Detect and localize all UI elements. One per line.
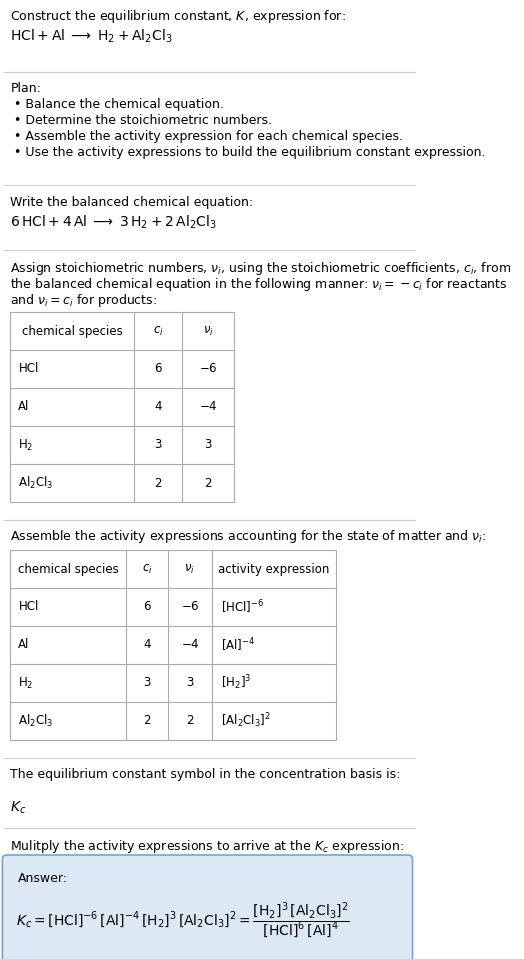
Text: $6\,\mathrm{HCl} + 4\,\mathrm{Al} \;\longrightarrow\; 3\,\mathrm{H_2} + 2\,\math: $6\,\mathrm{HCl} + 4\,\mathrm{Al} \;\lon… — [10, 214, 217, 231]
Bar — [10, 550, 336, 740]
Text: $\nu_i$: $\nu_i$ — [184, 562, 195, 575]
Text: $\nu_i$: $\nu_i$ — [203, 324, 214, 338]
Text: $\mathrm{H_2}$: $\mathrm{H_2}$ — [18, 675, 34, 690]
Text: $c_i$: $c_i$ — [153, 324, 163, 338]
Text: 2: 2 — [155, 477, 162, 489]
Text: $K_c$: $K_c$ — [10, 800, 27, 816]
Text: 3: 3 — [144, 676, 151, 690]
Text: $-6$: $-6$ — [199, 363, 217, 376]
Text: $\mathrm{Al_2Cl_3}$: $\mathrm{Al_2Cl_3}$ — [18, 475, 53, 491]
Text: 6: 6 — [144, 600, 151, 614]
Text: the balanced chemical equation in the following manner: $\nu_i = -c_i$ for react: the balanced chemical equation in the fo… — [10, 276, 508, 293]
Text: • Balance the chemical equation.: • Balance the chemical equation. — [14, 98, 224, 111]
Text: Answer:: Answer: — [18, 872, 69, 885]
Text: Construct the equilibrium constant, $K$, expression for:: Construct the equilibrium constant, $K$,… — [10, 8, 346, 25]
Text: and $\nu_i = c_i$ for products:: and $\nu_i = c_i$ for products: — [10, 292, 157, 309]
Text: 2: 2 — [204, 477, 212, 489]
Text: activity expression: activity expression — [218, 563, 330, 575]
Text: HCl: HCl — [18, 363, 39, 376]
Text: $[\mathrm{Al_2Cl_3}]^2$: $[\mathrm{Al_2Cl_3}]^2$ — [222, 712, 271, 731]
Text: 2: 2 — [186, 714, 194, 728]
Text: 2: 2 — [144, 714, 151, 728]
Text: Assemble the activity expressions accounting for the state of matter and $\nu_i$: Assemble the activity expressions accoun… — [10, 528, 487, 545]
Text: Al: Al — [18, 401, 30, 413]
Text: $-4$: $-4$ — [181, 639, 199, 651]
Text: $K_c = [\mathrm{HCl}]^{-6}\,[\mathrm{Al}]^{-4}\,[\mathrm{H_2}]^3\,[\mathrm{Al_2C: $K_c = [\mathrm{HCl}]^{-6}\,[\mathrm{Al}… — [16, 901, 350, 940]
Text: • Assemble the activity expression for each chemical species.: • Assemble the activity expression for e… — [14, 130, 403, 143]
Text: $\mathrm{HCl} + \mathrm{Al} \;\longrightarrow\; \mathrm{H_2} + \mathrm{Al_2Cl_3}: $\mathrm{HCl} + \mathrm{Al} \;\longright… — [10, 28, 173, 45]
Text: $[\mathrm{Al}]^{-4}$: $[\mathrm{Al}]^{-4}$ — [222, 636, 256, 654]
Text: chemical species: chemical species — [18, 563, 119, 575]
Text: • Use the activity expressions to build the equilibrium constant expression.: • Use the activity expressions to build … — [14, 146, 486, 159]
Text: 3: 3 — [155, 438, 162, 452]
Text: • Determine the stoichiometric numbers.: • Determine the stoichiometric numbers. — [14, 114, 272, 127]
Text: 3: 3 — [204, 438, 212, 452]
Text: $[\mathrm{H_2}]^3$: $[\mathrm{H_2}]^3$ — [222, 673, 252, 692]
Bar — [10, 312, 234, 502]
Text: HCl: HCl — [18, 600, 39, 614]
Text: $-4$: $-4$ — [199, 401, 217, 413]
Text: $[\mathrm{HCl}]^{-6}$: $[\mathrm{HCl}]^{-6}$ — [222, 598, 265, 616]
Text: 3: 3 — [186, 676, 193, 690]
Text: $c_i$: $c_i$ — [142, 562, 152, 575]
Text: 4: 4 — [155, 401, 162, 413]
Text: $-6$: $-6$ — [181, 600, 199, 614]
Text: 4: 4 — [144, 639, 151, 651]
Text: $\mathrm{H_2}$: $\mathrm{H_2}$ — [18, 437, 34, 453]
FancyBboxPatch shape — [3, 855, 412, 959]
Text: $\mathrm{Al_2Cl_3}$: $\mathrm{Al_2Cl_3}$ — [18, 713, 53, 729]
Text: Plan:: Plan: — [10, 82, 41, 95]
Text: 6: 6 — [155, 363, 162, 376]
Text: Assign stoichiometric numbers, $\nu_i$, using the stoichiometric coefficients, $: Assign stoichiometric numbers, $\nu_i$, … — [10, 260, 511, 277]
Text: Mulitply the activity expressions to arrive at the $K_c$ expression:: Mulitply the activity expressions to arr… — [10, 838, 405, 855]
Text: chemical species: chemical species — [22, 324, 123, 338]
Text: Write the balanced chemical equation:: Write the balanced chemical equation: — [10, 196, 254, 209]
Text: The equilibrium constant symbol in the concentration basis is:: The equilibrium constant symbol in the c… — [10, 768, 401, 781]
Text: Al: Al — [18, 639, 30, 651]
